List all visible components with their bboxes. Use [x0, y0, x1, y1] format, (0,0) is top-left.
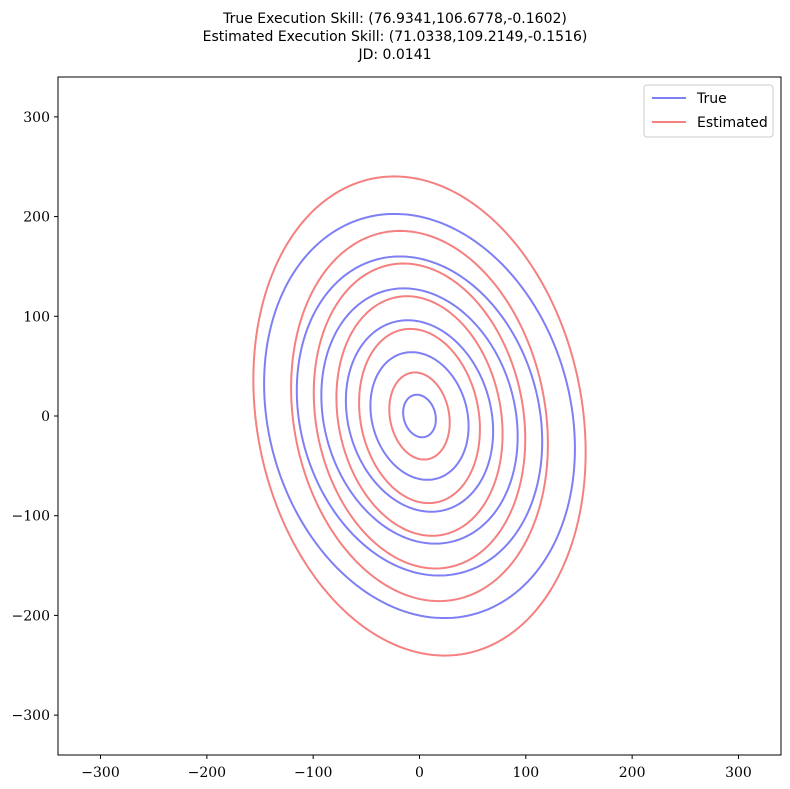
title-line-1: True Execution Skill: (76.9341,106.6778,…	[222, 11, 567, 27]
x-tick-label: −100	[294, 765, 332, 781]
x-tick-label: 300	[725, 765, 752, 781]
legend-label-true: True	[696, 91, 727, 107]
estimated-contour-ellipse	[290, 229, 549, 603]
title-line-3: JD: 0.0141	[357, 47, 431, 63]
y-tick-label: −300	[12, 708, 50, 724]
contour-lines	[252, 175, 587, 657]
x-tick-label: 200	[619, 765, 646, 781]
y-tick-label: 200	[23, 210, 50, 226]
x-tick-label: 100	[512, 765, 539, 781]
estimated-contour-ellipse	[335, 295, 504, 537]
true-contour-ellipse	[402, 393, 437, 439]
estimated-contour-ellipse	[252, 175, 587, 657]
x-tick-label: 0	[415, 765, 424, 781]
y-tick-label: −200	[12, 608, 50, 624]
true-contour-ellipse	[369, 351, 470, 481]
true-contour-ellipse	[320, 287, 519, 545]
plot-area	[58, 77, 781, 755]
y-axis: −300 −200 −100 0 100 200 300	[12, 110, 58, 724]
estimated-contour-ellipse	[312, 262, 527, 570]
chart-title: True Execution Skill: (76.9341,106.6778,…	[203, 11, 588, 63]
y-tick-label: 300	[23, 110, 50, 126]
legend: True Estimated	[643, 84, 774, 138]
y-tick-label: 100	[23, 309, 50, 325]
x-tick-label: −300	[81, 765, 119, 781]
y-tick-label: 0	[41, 409, 50, 425]
estimated-contour-ellipse	[358, 327, 481, 505]
estimated-contour-ellipse	[388, 371, 451, 461]
x-tick-label: −200	[188, 765, 226, 781]
title-line-2: Estimated Execution Skill: (71.0338,109.…	[203, 29, 588, 45]
true-contour-ellipse	[344, 319, 495, 513]
x-axis: −300 −200 −100 0 100 200 300	[81, 755, 752, 781]
true-contour-ellipse	[263, 212, 576, 620]
true-contour-ellipse	[295, 255, 544, 577]
legend-label-estimated: Estimated	[697, 115, 768, 131]
y-tick-label: −100	[12, 509, 50, 525]
